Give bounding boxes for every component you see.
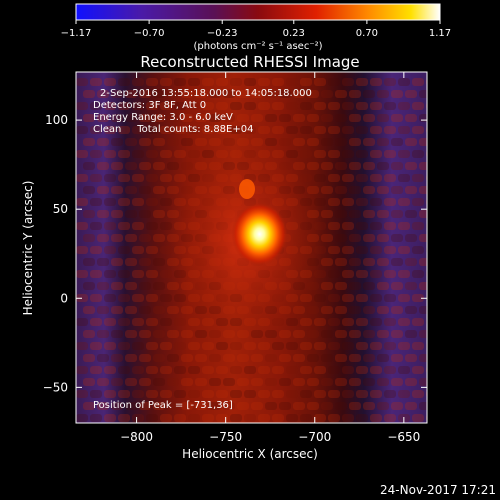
y-axis-label: Heliocentric Y (arcsec) [21,181,35,316]
annotation-energy: Energy Range: 3.0 - 6.0 keV [93,112,233,123]
colorbar-tick-label: 0.70 [356,28,378,39]
chart-title: Reconstructed RHESSI Image [140,53,359,71]
colorbar-tick-label: −1.17 [61,28,92,39]
y-tick-label: −50 [43,380,68,394]
colorbar-tick-label: −0.23 [207,28,238,39]
x-tick-label: −750 [209,430,242,444]
annotation-time: 2-Sep-2016 13:55:18.000 to 14:05:18.000 [100,88,312,99]
timestamp: 24-Nov-2017 17:21 [380,483,496,497]
x-tick-label: −700 [298,430,331,444]
y-tick-label: 0 [60,291,68,305]
colorbar-ticks: −1.17 −0.70 −0.23 0.23 0.70 1.17 [61,20,451,39]
y-tick-label: 100 [45,113,68,127]
colorbar-tick-label: 1.17 [429,28,451,39]
colorbar [75,3,441,21]
annotation-clean: Clean Total counts: 8.88E+04 [93,124,253,135]
colorbar-unit: (photons cm⁻² s⁻¹ asec⁻²) [193,41,322,52]
x-axis-label: Heliocentric X (arcsec) [182,447,318,461]
annotation-detectors: Detectors: 3F 8F, Att 0 [93,100,206,111]
colorbar-tick-label: −0.70 [134,28,165,39]
y-tick-label: 50 [53,202,68,216]
x-tick-label: −650 [387,430,420,444]
peak-source [231,202,288,267]
heatmap-image [76,72,427,423]
axis-ticks: −800 −750 −700 −650 −50 0 50 100 [43,72,427,444]
x-tick-label: −800 [120,430,153,444]
plot-frame [75,71,428,424]
colorbar-tick-label: 0.23 [283,28,305,39]
annotation-peak-position: Position of Peak = [-731,36] [93,400,233,411]
